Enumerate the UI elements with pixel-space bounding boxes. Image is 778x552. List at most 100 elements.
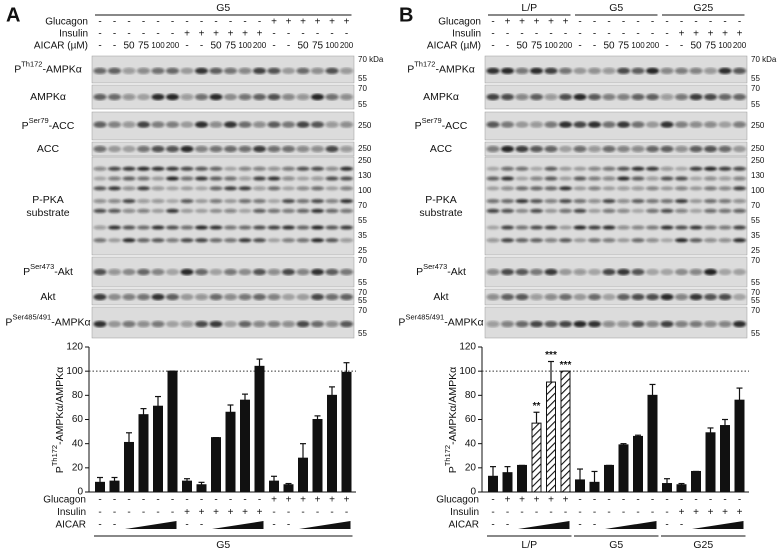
condition-mark: -: [622, 507, 625, 518]
marker-label: 55: [358, 216, 367, 225]
band: [501, 67, 514, 75]
condition-mark: -: [665, 41, 668, 52]
bar: [705, 432, 716, 493]
superscript: Ser485/491: [405, 313, 444, 322]
band: [238, 293, 252, 301]
condition-mark: +: [329, 495, 335, 506]
condition-mark: -: [680, 520, 683, 531]
band: [602, 166, 616, 171]
condition-mark: -: [113, 29, 116, 40]
band: [733, 268, 746, 276]
band: [180, 67, 194, 75]
band: [689, 293, 703, 301]
band: [617, 320, 630, 328]
blot: [91, 288, 355, 306]
band: [325, 199, 339, 204]
band: [515, 225, 529, 230]
condition-mark: 50: [603, 41, 615, 52]
band: [108, 176, 121, 181]
band: [544, 208, 558, 213]
condition-mark: +: [519, 495, 525, 506]
condition-mark: +: [242, 29, 248, 40]
bar: [502, 472, 513, 493]
band: [108, 225, 121, 230]
condition-mark: -: [549, 29, 552, 40]
band: [267, 320, 281, 328]
condition-mark: -: [229, 17, 232, 28]
label-part: Akt: [40, 291, 55, 303]
band: [689, 93, 703, 101]
marker-label: 250: [358, 121, 372, 130]
blot-bands: [486, 121, 746, 128]
band: [573, 225, 587, 230]
dose-ramp: [605, 521, 657, 529]
band: [704, 293, 717, 301]
superscript: Ser473: [30, 262, 54, 271]
blot-bands: [93, 93, 353, 101]
band: [267, 238, 281, 243]
band: [704, 208, 717, 213]
band: [501, 93, 514, 101]
marker-label: 55: [358, 100, 367, 109]
band: [137, 186, 150, 191]
band: [180, 93, 194, 101]
marker-label: 100: [751, 186, 765, 195]
condition-label: Insulin: [450, 507, 479, 518]
band: [718, 166, 732, 171]
condition-label: Insulin: [59, 29, 88, 40]
band: [238, 320, 252, 328]
condition-mark: -: [520, 29, 523, 40]
band: [733, 176, 746, 181]
band: [573, 166, 587, 171]
condition-mark: -: [607, 17, 610, 28]
band: [573, 293, 587, 301]
band: [195, 320, 208, 328]
band: [253, 208, 266, 213]
marker-label: 70 kDa: [358, 55, 384, 64]
condition-mark: -: [185, 17, 188, 28]
band: [151, 238, 165, 243]
band: [180, 145, 194, 153]
condition-mark: +: [693, 29, 699, 40]
condition-mark: -: [491, 495, 494, 506]
band: [689, 208, 703, 213]
band: [340, 225, 353, 230]
band: [180, 186, 194, 191]
condition-mark: -: [185, 41, 188, 52]
label: PSer79-ACC: [22, 116, 75, 131]
band: [646, 268, 659, 276]
band: [631, 238, 645, 243]
marker-label: 250: [751, 144, 765, 153]
band: [602, 67, 616, 75]
band: [282, 293, 295, 301]
condition-mark: +: [300, 495, 306, 506]
condition-mark: -: [301, 29, 304, 40]
band: [689, 238, 703, 243]
band: [122, 320, 136, 328]
condition-mark: -: [593, 17, 596, 28]
band: [238, 145, 252, 153]
band: [166, 225, 179, 230]
band: [253, 238, 266, 243]
band: [209, 293, 223, 301]
band: [486, 320, 500, 328]
band: [166, 238, 179, 243]
condition-mark: -: [593, 495, 596, 506]
band: [209, 225, 223, 230]
band: [602, 199, 616, 204]
blot: [91, 156, 355, 256]
band: [689, 166, 703, 171]
band: [209, 186, 223, 191]
band: [151, 293, 165, 301]
band: [704, 145, 717, 153]
blot-bands: [93, 320, 353, 328]
band: [166, 208, 179, 213]
band: [501, 268, 514, 276]
band: [515, 293, 529, 301]
band: [675, 320, 688, 328]
band: [602, 145, 616, 153]
condition-mark: +: [344, 17, 350, 28]
band: [631, 176, 645, 181]
panel-letter: B: [399, 4, 413, 26]
band: [209, 268, 223, 276]
